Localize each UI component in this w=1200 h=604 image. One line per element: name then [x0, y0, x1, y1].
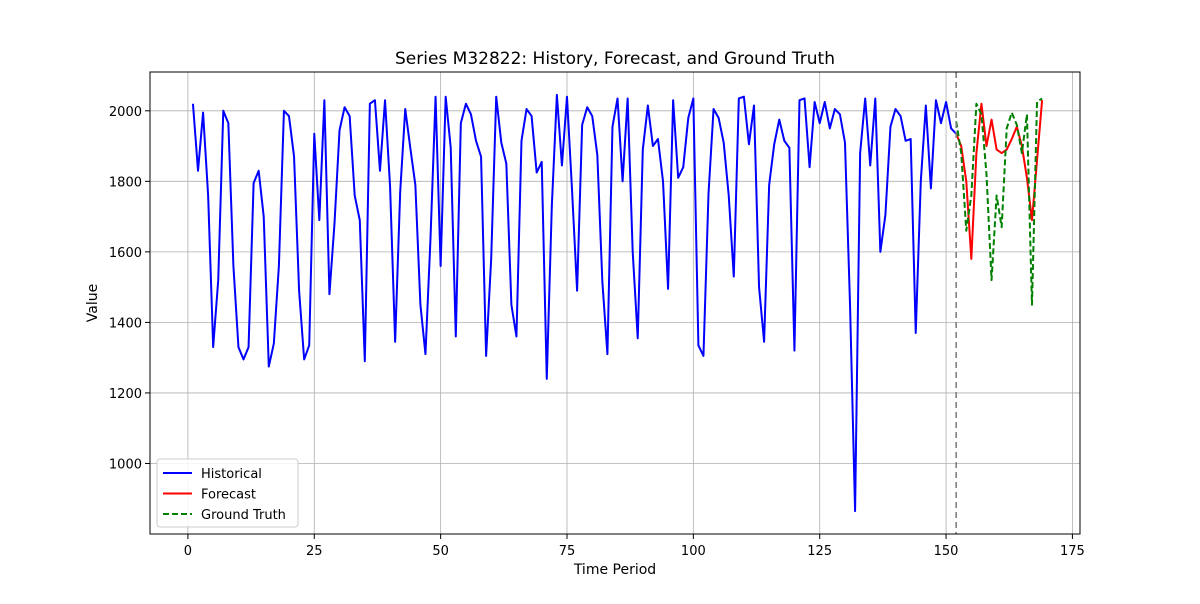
y-tick-label: 2000 — [109, 105, 142, 120]
series-lines — [191, 93, 1044, 513]
x-tick-label: 125 — [807, 544, 832, 559]
x-tick-label: 0 — [184, 544, 192, 559]
plot-frame — [149, 71, 1081, 535]
y-tick-label: 1200 — [109, 387, 142, 402]
x-tick-label: 150 — [934, 544, 959, 559]
x-tick-label: 50 — [432, 544, 449, 559]
historical-legend-label: Historical — [201, 467, 262, 482]
y-tick-label: 1400 — [109, 316, 142, 331]
x-axis-label: Time Period — [573, 562, 656, 578]
chart-title: Series M32822: History, Forecast, and Gr… — [395, 49, 835, 69]
x-tick-label: 25 — [306, 544, 323, 559]
forecast-legend-label: Forecast — [201, 488, 256, 503]
y-tick-label: 1600 — [109, 246, 142, 261]
legend: Historical Forecast Ground Truth — [156, 458, 299, 528]
legend-entries: Historical Forecast Ground Truth — [163, 467, 286, 523]
legend-box — [156, 458, 299, 528]
forecast-line — [955, 100, 1044, 260]
historical-line — [191, 93, 957, 513]
x-tick-label: 100 — [681, 544, 706, 559]
axis-ticks: 0 25 50 75 100 125 150 175 1000 1200 1400 1600 1800 2… — [109, 105, 1085, 559]
y-axis-label: Value — [85, 284, 101, 322]
x-tick-label: 75 — [559, 544, 576, 559]
y-tick-label: 1800 — [109, 175, 142, 190]
x-tick-label: 175 — [1060, 544, 1085, 559]
y-tick-label: 1000 — [109, 457, 142, 472]
ground-truth-line — [955, 97, 1043, 306]
ground-truth-legend-label: Ground Truth — [201, 508, 286, 523]
